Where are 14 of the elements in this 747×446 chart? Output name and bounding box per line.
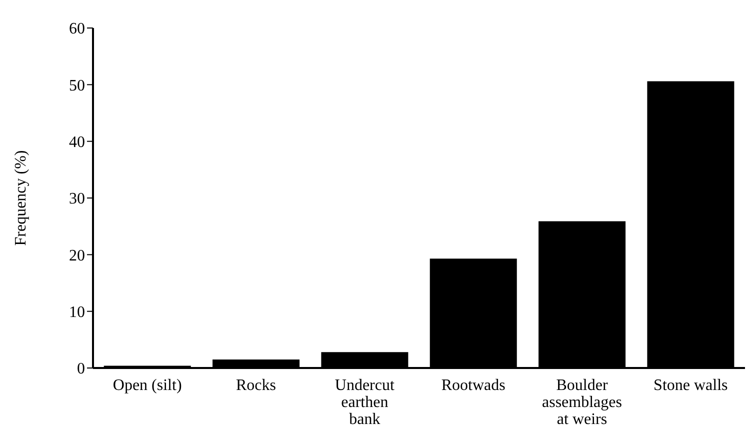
x-tick-label: Open (silt) [112,377,182,394]
x-tick-label: Undercut earthen bank [334,377,395,428]
y-tick-label: 10 [69,304,85,322]
y-tick-label: 40 [69,134,85,152]
y-tick-label: 50 [69,77,85,94]
y-axis-title: Frequency (%) [12,150,30,246]
y-tick-label: 30 [69,190,85,208]
y-tick-label: 0 [77,360,85,378]
x-tick-label: Rocks [236,377,276,394]
y-tick-label: 20 [69,247,85,264]
y-tick-label: 60 [69,20,85,38]
x-tick-label: Stone walls [654,377,728,394]
x-tick-label: Rootwads [441,377,506,394]
x-tick-label: Boulder assemblages at weirs [542,377,622,428]
